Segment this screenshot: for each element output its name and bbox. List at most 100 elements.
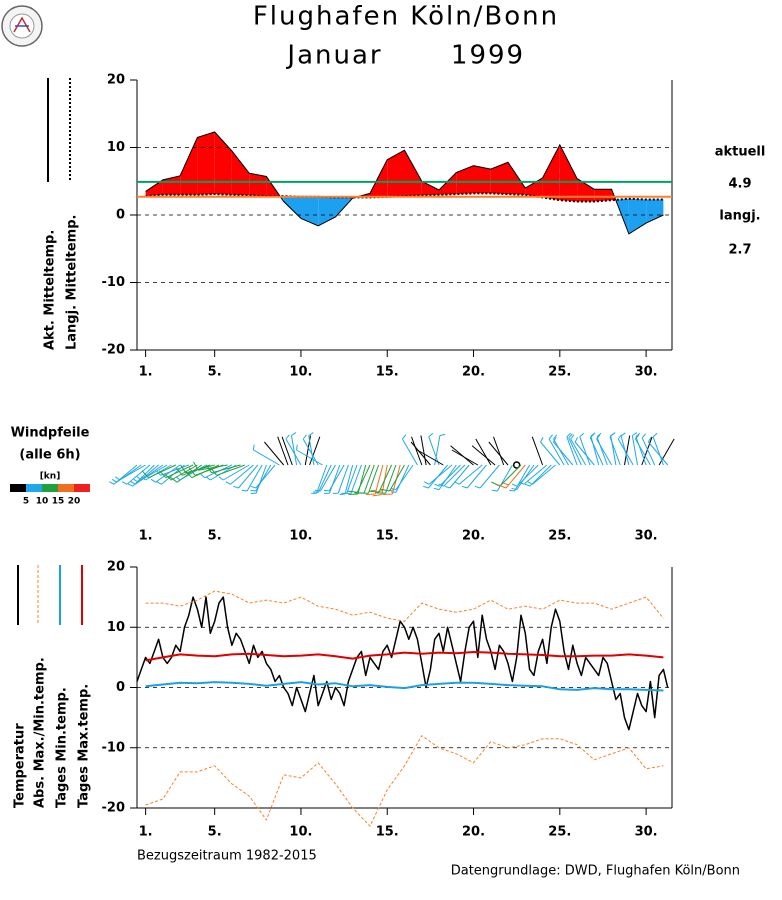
difference-area <box>421 181 439 196</box>
series-line <box>145 590 664 622</box>
reference-period: Bezugszeitraum 1982-2015 <box>137 849 317 864</box>
y-tick-label: -20 <box>102 801 126 816</box>
wind-barb <box>527 464 556 485</box>
x-tick-label: 25. <box>548 529 571 544</box>
wind-barb <box>225 464 254 485</box>
wind-barb <box>250 464 276 489</box>
difference-area <box>559 144 578 202</box>
series-line <box>145 681 664 692</box>
wind-barb <box>332 464 349 494</box>
x-tick-label: 10. <box>289 529 312 544</box>
wind-barb <box>566 432 578 466</box>
x-tick-label: 20. <box>462 529 485 544</box>
wind-barb <box>136 464 168 481</box>
wind-barb <box>635 432 647 466</box>
scale-label: 10 <box>36 497 49 507</box>
difference-area <box>525 177 543 198</box>
wind-barb <box>376 464 397 494</box>
difference-area <box>508 162 526 195</box>
scale-cell <box>10 484 26 492</box>
wind-barb <box>451 449 479 466</box>
wind-barb <box>323 464 345 492</box>
wind-barb <box>369 464 393 493</box>
year: 1999 <box>451 41 525 71</box>
x-tick-label: 25. <box>548 365 571 380</box>
x-tick-label: 10. <box>289 825 312 840</box>
wind-barb <box>589 433 604 466</box>
legend-label: Temperatur <box>13 723 28 808</box>
wind-subtitle: (alle 6h) <box>19 448 80 463</box>
y-tick-label: -20 <box>102 343 126 358</box>
wind-barb <box>417 449 444 466</box>
wind-barb <box>423 464 453 485</box>
difference-area <box>628 198 647 234</box>
wind-barb <box>401 434 418 466</box>
wind-barb <box>127 464 155 487</box>
wind-barb <box>324 464 341 494</box>
x-tick-label: 30. <box>635 529 658 544</box>
scale-cell <box>74 484 90 492</box>
wind-barb <box>540 437 561 466</box>
wind-barb <box>411 436 423 466</box>
difference-area <box>145 179 163 197</box>
logo <box>1 5 43 47</box>
wind-barb <box>570 434 587 466</box>
reference-name: aktuell <box>715 145 766 160</box>
wind-barb <box>610 432 617 466</box>
wind-barb <box>277 436 289 466</box>
wind-barb <box>180 464 215 474</box>
reference-value: 4.9 <box>728 177 751 192</box>
wind-barb <box>444 464 470 489</box>
wind-barb <box>390 464 410 493</box>
wind-barb <box>461 464 487 489</box>
wind-barb <box>641 436 653 466</box>
legend-label: Abs. Max./Min.temp. <box>33 657 48 808</box>
wind-barb <box>302 434 319 466</box>
wind-barb <box>531 436 544 466</box>
y-tick-label: 10 <box>107 140 125 155</box>
wind-barb <box>150 464 181 483</box>
x-tick-label: 1. <box>139 365 153 380</box>
series-line <box>136 596 669 731</box>
difference-area <box>456 165 474 195</box>
wind-barb <box>428 432 440 466</box>
x-tick-label: 15. <box>376 365 399 380</box>
wind-title: Windpfeile <box>11 426 90 441</box>
y-tick-label: -10 <box>102 275 126 290</box>
title: Flughafen Köln/Bonn <box>253 2 559 32</box>
wind-barb <box>313 464 332 493</box>
difference-area <box>490 162 508 195</box>
x-tick-label: 5. <box>208 365 222 380</box>
difference-area <box>197 132 215 195</box>
scale-label: 15 <box>52 497 65 507</box>
wind-barb <box>474 464 500 489</box>
wind-barb <box>454 464 483 485</box>
wind-barb <box>218 464 250 481</box>
wind-barb <box>574 437 595 466</box>
difference-area <box>162 175 181 195</box>
difference-area <box>439 172 457 195</box>
wind-barb <box>193 461 228 471</box>
wind-barb <box>115 464 146 481</box>
x-tick-label: 30. <box>635 365 658 380</box>
difference-area <box>318 196 336 226</box>
wind-barb <box>347 464 371 493</box>
x-tick-label: 20. <box>462 825 485 840</box>
wind-barb <box>410 441 431 466</box>
x-tick-label: 30. <box>635 825 658 840</box>
wind-barb <box>315 464 336 492</box>
difference-area <box>542 144 560 201</box>
wind-barb <box>205 464 241 474</box>
y-tick-label: 20 <box>107 73 125 88</box>
y-tick-label: -10 <box>102 740 126 755</box>
x-tick-label: 20. <box>462 365 485 380</box>
difference-area <box>646 199 664 224</box>
difference-area <box>473 165 491 194</box>
wind-barb <box>475 438 492 466</box>
difference-area <box>404 150 422 197</box>
x-tick-label: 15. <box>376 825 399 840</box>
wind-barb <box>596 432 608 466</box>
wind-barb <box>233 464 259 489</box>
wind-barb <box>290 432 298 466</box>
reference-value: 2.7 <box>728 243 751 258</box>
